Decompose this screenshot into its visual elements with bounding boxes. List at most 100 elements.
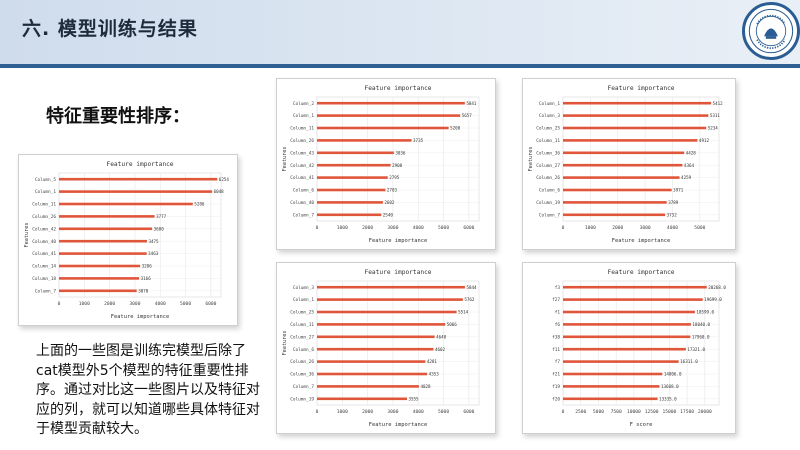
bar-3 (317, 139, 412, 142)
bar-2 (59, 202, 193, 206)
y-tick-label-7: Column_14 (32, 264, 56, 270)
y-tick-label-1: Column_1 (293, 297, 315, 303)
data-label-8: 2602 (384, 200, 395, 205)
data-label-0: 6254 (219, 177, 230, 182)
feature-importance-chart-3: Feature importance 0 1000 2000 3000 4000 5000 C… (528, 85, 724, 244)
data-label-6: 16311.0 (680, 359, 698, 364)
x-tick-label-0: 0 (316, 409, 319, 415)
y-tick-label-7: Column_6 (539, 188, 561, 194)
university-seal-icon (742, 2, 800, 60)
x-tick-label-3: 3000 (387, 225, 398, 231)
data-label-5: 2908 (392, 163, 403, 168)
bar-3 (317, 323, 446, 326)
y-tick-label-5: Column_42 (290, 163, 314, 169)
data-label-0: 20268.0 (708, 285, 726, 290)
data-label-4: 17960.0 (692, 334, 710, 339)
y-tick-label-8: Column_40 (290, 200, 314, 206)
data-label-4: 4428 (686, 150, 697, 155)
data-label-7: 14006.0 (664, 372, 682, 377)
y-tick-label-4: Column_36 (536, 150, 560, 156)
chart-title: Feature importance (364, 85, 431, 92)
data-label-7: 3971 (673, 188, 684, 193)
y-tick-label-6: Column_41 (32, 251, 56, 257)
data-label-4: 3680 (154, 226, 165, 231)
x-tick-label-6: 6000 (463, 225, 474, 231)
x-axis-label: Feature importance (111, 314, 169, 320)
x-axis-label: Feature importance (369, 238, 427, 244)
data-label-0: 5844 (466, 285, 477, 290)
x-tick-label-0: 0 (562, 225, 565, 231)
data-label-8: 4028 (420, 384, 431, 389)
bar-4 (563, 335, 691, 339)
data-label-1: 6048 (214, 189, 225, 194)
bar-1 (563, 114, 709, 117)
section-subtitle: 特征重要性排序： (46, 106, 190, 127)
bar-2 (317, 126, 449, 130)
x-tick-label-0: 0 (58, 301, 61, 307)
y-tick-label-0: Column_2 (293, 101, 315, 107)
bar-2 (563, 126, 707, 130)
y-tick-label-1: Column_3 (539, 113, 561, 119)
data-label-1: 19699.0 (704, 297, 722, 302)
bar-4 (317, 335, 435, 339)
feature-importance-chart-4: Feature importance 0 1000 2000 3000 4000 5000 6… (282, 269, 480, 428)
y-tick-label-2: Column_25 (536, 126, 560, 132)
bar-8 (317, 201, 383, 204)
y-tick-label-5: Column_40 (32, 239, 56, 245)
x-tick-label-2: 5000 (593, 409, 604, 415)
bar-5 (563, 347, 686, 351)
x-tick-label-2: 2000 (362, 225, 373, 231)
bar-8 (59, 277, 140, 280)
data-label-1: 5762 (464, 297, 475, 302)
data-label-0: 5412 (713, 101, 724, 106)
bar-9 (563, 397, 658, 401)
chart-panel-3: Feature importance 0 1000 2000 3000 4000 5000 C… (522, 78, 736, 250)
bar-3 (59, 215, 155, 218)
y-tick-label-8: Column_7 (293, 384, 315, 390)
data-label-9: 3070 (138, 288, 149, 293)
data-label-8: 13608.0 (661, 384, 679, 389)
bar-0 (317, 101, 465, 105)
y-tick-label-4: Column_27 (290, 334, 314, 340)
x-tick-label-4: 10000 (627, 409, 641, 415)
x-tick-label-1: 1000 (337, 225, 348, 231)
data-label-6: 4281 (427, 359, 438, 364)
y-tick-label-9: Column_7 (35, 288, 57, 294)
y-tick-label-2: Column_11 (32, 202, 56, 208)
data-label-7: 2703 (387, 188, 398, 193)
x-tick-label-5: 12500 (645, 409, 659, 415)
y-tick-label-6: Column_26 (536, 175, 560, 181)
data-label-5: 17321.0 (687, 347, 705, 352)
chart-title: Feature importance (106, 161, 173, 168)
data-label-6: 3463 (148, 251, 159, 256)
bar-9 (317, 397, 407, 401)
plot-area (562, 280, 720, 406)
x-tick-label-1: 1000 (79, 301, 90, 307)
y-tick-label-2: f1 (555, 310, 561, 316)
x-tick-label-5: 5000 (180, 301, 191, 307)
x-tick-label-5: 5000 (438, 409, 449, 415)
data-label-9: 3732 (667, 212, 678, 217)
bar-0 (59, 177, 218, 181)
data-label-2: 5514 (458, 310, 469, 315)
bar-3 (563, 323, 691, 326)
y-tick-label-6: f7 (555, 359, 561, 365)
description-text: 上面的一些图是训练完模型后除了cat模型外5个模型的特征重要性排序。通过对比这一… (36, 343, 260, 437)
x-tick-label-8: 20000 (698, 409, 712, 415)
data-label-9: 3555 (408, 396, 419, 401)
chart-title: Feature importance (607, 269, 674, 276)
x-tick-label-2: 2000 (612, 225, 623, 231)
bar-6 (563, 360, 679, 363)
x-tick-label-4: 4000 (413, 409, 424, 415)
bar-4 (563, 151, 685, 155)
chart-panel-2: Feature importance 0 1000 2000 3000 4000 5000 6… (276, 78, 496, 250)
y-tick-label-9: Column_7 (293, 212, 315, 218)
y-tick-label-6: Column_41 (290, 175, 314, 181)
chart-panel-5: Feature importance 0 2500 5000 7500 10000 1250… (522, 262, 736, 434)
bar-4 (317, 151, 394, 155)
data-label-5: 4364 (684, 163, 695, 168)
header-band (0, 0, 800, 64)
x-tick-label-0: 0 (316, 225, 319, 231)
bar-8 (563, 385, 660, 388)
y-tick-label-5: Column_6 (293, 347, 315, 353)
